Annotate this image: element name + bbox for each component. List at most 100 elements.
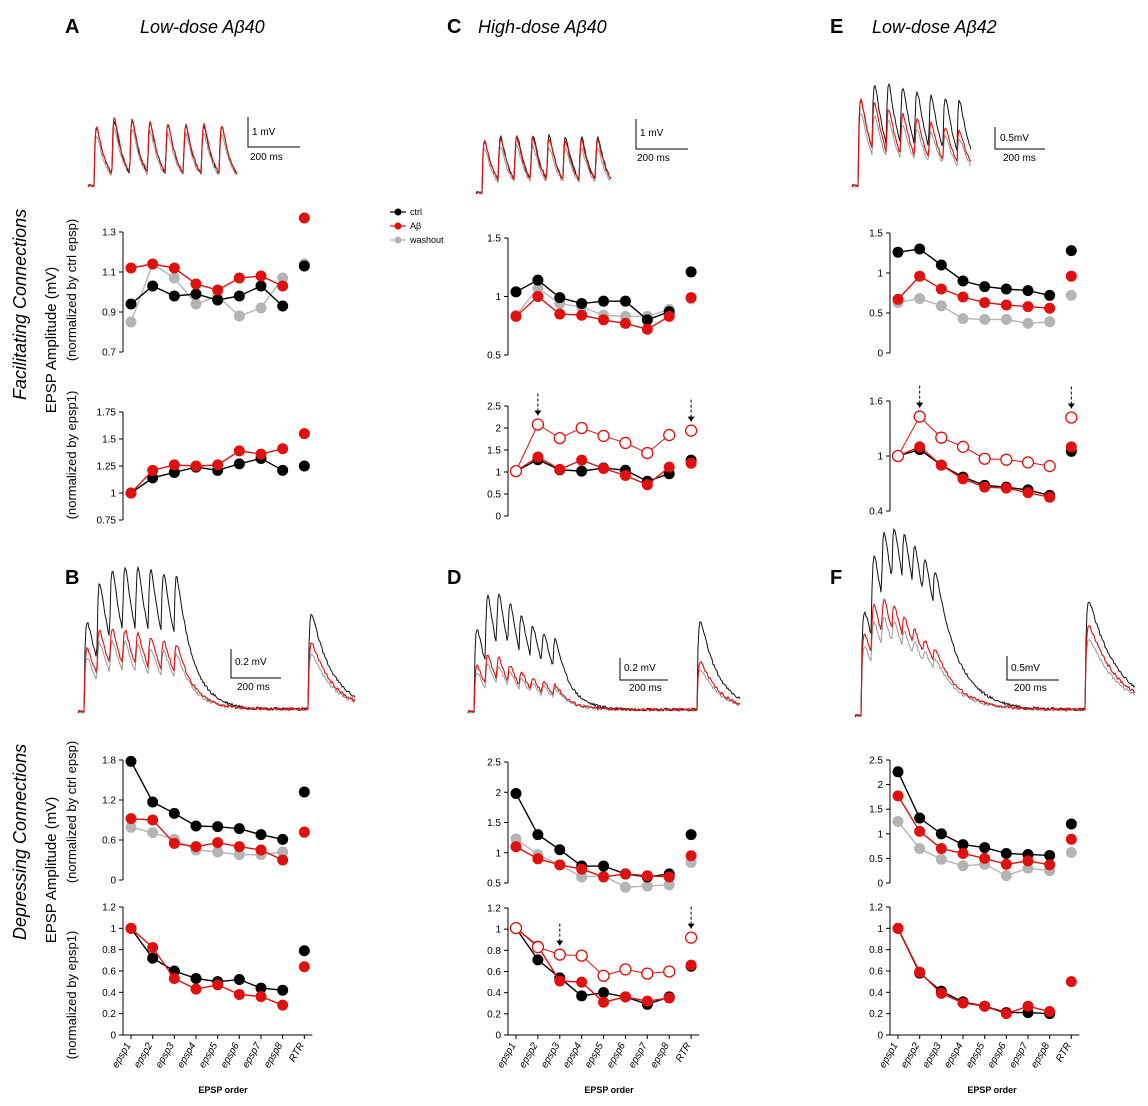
y-tick-label: 1.5: [869, 229, 883, 240]
trace-abeta: [467, 654, 741, 714]
data-point: [576, 309, 588, 321]
data-point: [510, 841, 522, 853]
data-point: [598, 871, 610, 883]
y-tick-label: 1.1: [102, 268, 116, 279]
data-point: [255, 302, 267, 314]
ylabel-epsp1-top: (normalized by epsp1): [64, 391, 79, 520]
x-tick-label: epsp8: [262, 1041, 285, 1070]
y-tick-label: 1.5: [487, 818, 501, 829]
x-tick-label: RTR: [287, 1041, 307, 1064]
panel-title-a: Low-dose Aβ40: [140, 17, 265, 37]
y-tick-label: 1: [110, 489, 116, 500]
data-point: [553, 431, 566, 445]
scalebar-e-time: 200 ms: [1003, 153, 1036, 164]
ylabel-epsp1-bottom: (normalized by epsp1): [64, 931, 79, 1060]
y-tick-label: 0: [877, 879, 883, 890]
data-point: [914, 825, 926, 837]
data-point: [641, 880, 653, 892]
data-point: [979, 297, 991, 309]
y-tick-label: 2.5: [869, 756, 883, 767]
trace-abeta: [475, 135, 612, 195]
y-tick-label: 1.75: [97, 408, 117, 419]
data-point: [1044, 289, 1056, 301]
x-tick-label: epsp6: [605, 1041, 628, 1070]
data-point: [641, 323, 653, 335]
data-point: [914, 293, 926, 305]
ylabel-ctrl-bottom: (normalized by ctrl epsp): [64, 741, 79, 883]
data-point: [190, 278, 202, 290]
data-point: [147, 952, 159, 964]
data-point: [277, 464, 289, 476]
trace-f: [854, 527, 1136, 719]
data-point: [598, 295, 610, 307]
data-point: [277, 280, 289, 292]
x-tick-label: epsp4: [561, 1041, 584, 1070]
data-point: [892, 766, 904, 778]
data-point: [190, 288, 202, 300]
data-point: [532, 829, 544, 841]
y-tick-label: 0.2: [869, 1009, 883, 1020]
data-point: [619, 470, 631, 482]
data-point: [576, 298, 588, 310]
data-point: [619, 436, 632, 450]
ylabel-main-top: EPSP Amplitude (mV): [43, 267, 60, 413]
y-tick-label: 0.6: [869, 967, 883, 978]
scalebar-c-amp: 1 mV: [640, 128, 664, 139]
panel-label-e: E: [830, 16, 843, 38]
data-point: [1000, 482, 1012, 494]
y-tick-label: 0: [495, 1031, 501, 1042]
y-tick-label: 1: [495, 848, 501, 859]
data-point: [233, 290, 245, 302]
data-point: [957, 291, 969, 303]
scalebar-f-amp: 0.5mV: [1011, 663, 1040, 674]
y-tick-label: 1: [877, 269, 883, 280]
x-tick-label: epsp2: [517, 1041, 540, 1070]
rtr-point: [298, 945, 310, 957]
y-tick-label: 1: [877, 829, 883, 840]
rtr-point: [685, 292, 697, 304]
x-tick-label: epsp6: [219, 1041, 242, 1070]
data-point: [892, 816, 904, 827]
x-tick-label: epsp6: [986, 1041, 1009, 1070]
chart-c-ctrl-norm: 0.5 1 1.5: [487, 234, 697, 362]
data-point: [597, 429, 610, 443]
data-point: [147, 942, 159, 954]
data-point: [957, 275, 969, 287]
data-point: [598, 987, 610, 999]
rtr-point: [685, 266, 697, 278]
y-tick-label: 1: [877, 452, 883, 463]
trace-ctrl: [467, 592, 741, 714]
data-point: [554, 844, 566, 856]
data-point: [935, 283, 947, 295]
rtr-point: [1065, 289, 1077, 301]
data-point: [641, 995, 653, 1007]
panel-title-c: High-dose Aβ40: [478, 17, 607, 37]
scalebar-d-amp: 0.2 mV: [624, 663, 656, 674]
legend-label-abeta: Aβ: [410, 221, 421, 231]
x-tick-label: epsp8: [1029, 1041, 1052, 1070]
data-point: [914, 441, 926, 453]
data-point: [233, 445, 245, 457]
data-point: [190, 820, 202, 832]
data-point: [255, 270, 267, 282]
data-point: [510, 833, 522, 845]
y-tick-label: 0.75: [97, 516, 117, 527]
trace-e: [851, 82, 972, 189]
data-point: [553, 948, 566, 961]
scalebar-c-time: 200 ms: [637, 153, 670, 164]
data-point: [531, 418, 545, 431]
trace-washout: [77, 639, 356, 715]
x-tick-label: epsp7: [1007, 1041, 1030, 1070]
trace-ctrl: [851, 82, 972, 188]
scalebar-b-time: 200 ms: [237, 682, 270, 693]
data-point: [575, 421, 588, 435]
data-point: [914, 966, 926, 978]
trace-washout: [854, 617, 1136, 719]
rtr-point: [684, 424, 698, 437]
data-point: [1022, 1000, 1034, 1012]
data-point: [598, 860, 610, 872]
data-point: [619, 881, 631, 893]
data-point: [978, 452, 991, 465]
chart-b-ctrl-norm: 0 0.6 1.2 1.8: [102, 756, 310, 887]
